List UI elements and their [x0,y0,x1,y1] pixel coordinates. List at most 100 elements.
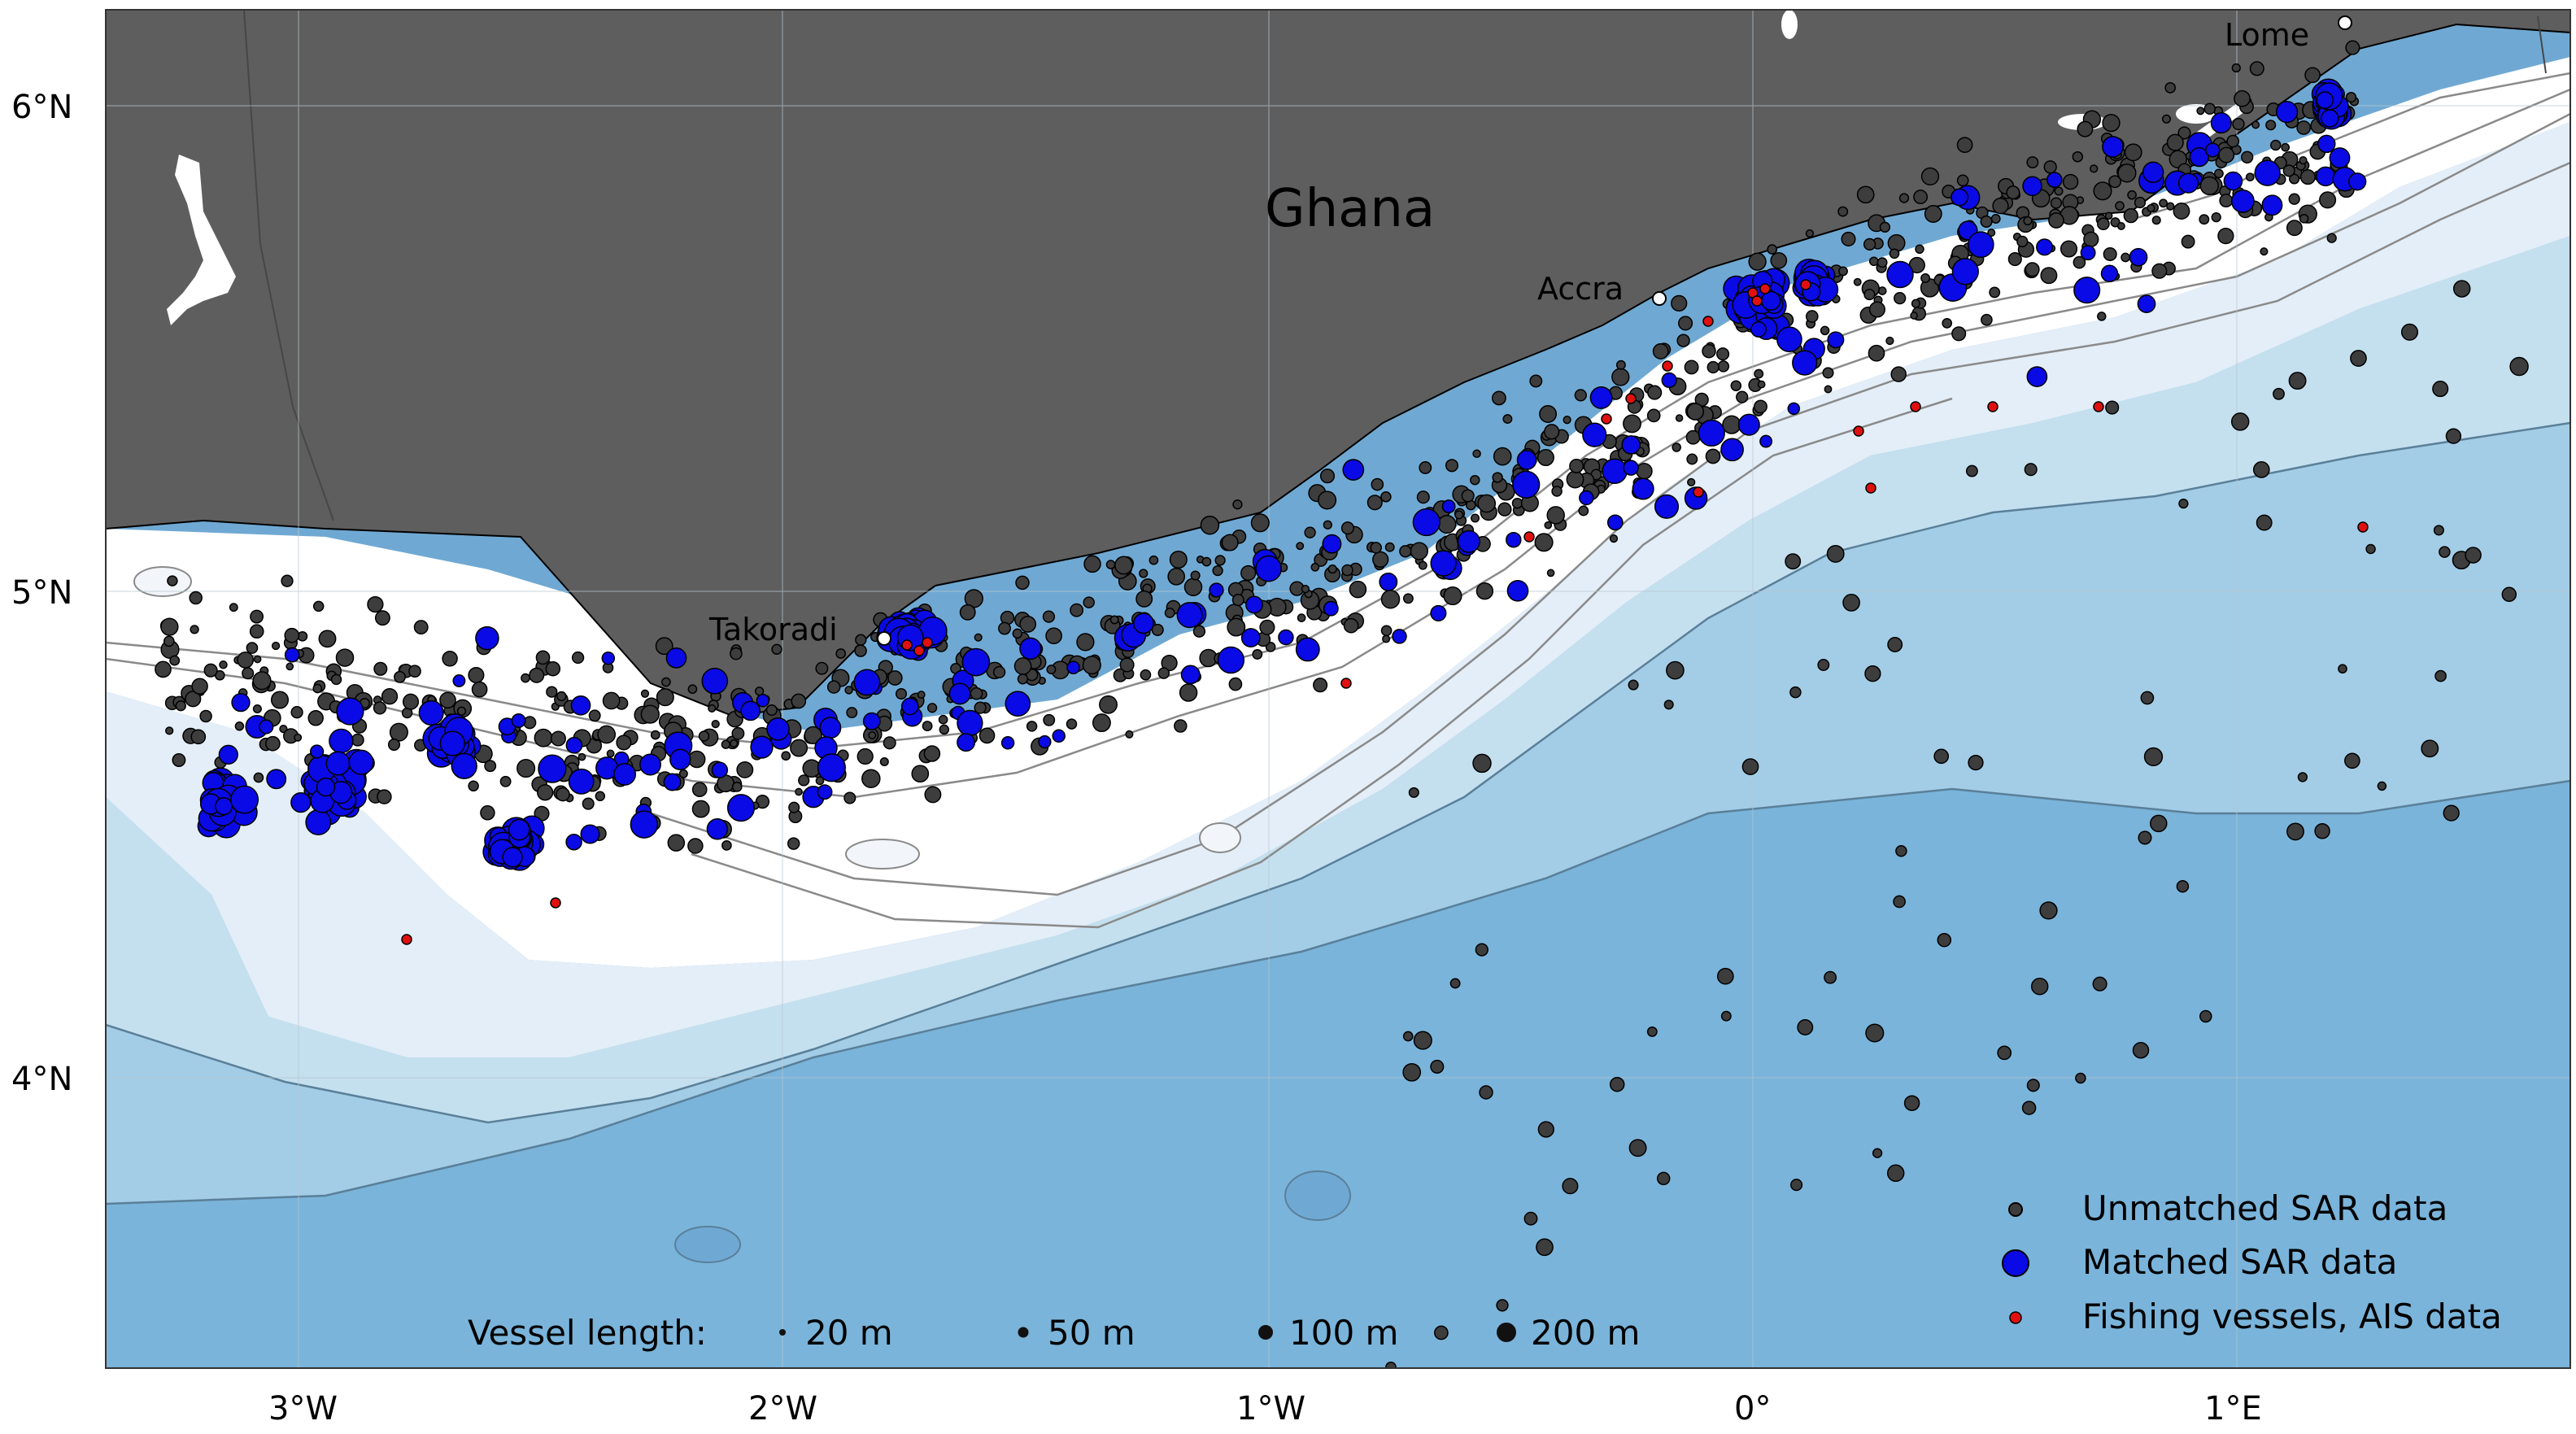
unmatched-detection [1402,593,1414,604]
unmatched-detection [285,662,294,671]
size-label-100m: 100 m [1289,1313,1398,1353]
unmatched-detection [1413,1031,1432,1050]
unmatched-detection [1898,193,1910,203]
matched-detection [1579,490,1594,506]
unmatched-detection [974,701,987,714]
matched-detection [1506,579,1529,602]
unmatched-detection [736,761,754,778]
unmatched-detection [1997,1045,2012,1061]
unmatched-detection [1824,970,1837,984]
unmatched-detection [1574,389,1587,402]
unmatched-detection [2345,91,2357,103]
unmatched-detection [861,769,881,788]
unmatched-detection [815,776,825,786]
matched-detection [2348,172,2367,191]
matched-detection [231,692,251,713]
unmatched-detection [1201,556,1212,567]
unmatched-detection [1475,943,1489,957]
matched-detection [2254,159,2281,186]
unmatched-detection [1730,380,1742,391]
unmatched-detection [1615,360,1626,370]
depth-boundaries [106,421,2570,1205]
unmatched-detection [1675,414,1684,422]
unmatched-detection [155,660,172,678]
matched-detection [2080,245,2096,261]
unmatched-detection [1408,787,1419,798]
unmatched-detection [2050,197,2063,209]
unmatched-detection [199,709,212,723]
unmatched-detection [1301,585,1310,594]
place-label-accra: Accra [1537,271,1624,307]
unmatched-detection [1705,448,1721,464]
unmatched-detection [1017,673,1029,685]
unmatched-detection [1341,564,1353,577]
matched-detection [1000,736,1015,750]
unmatched-detection [190,729,207,745]
unmatched-detection [2273,387,2285,400]
admin-borders [243,10,2547,521]
unmatched-detection [2059,240,2078,258]
matched-detection [511,713,526,728]
unmatched-detection [911,765,930,783]
unmatched-detection [1686,453,1698,465]
unmatched-detection [2077,120,2094,137]
unmatched-detection [160,617,179,636]
matched-detection [669,748,691,770]
unmatched-detection [1609,1076,1625,1092]
matched-detection [508,818,530,841]
unmatched-detection [1259,619,1275,635]
unmatched-detection [1296,542,1305,551]
unmatched-detection [556,787,570,802]
fishing-ais-vessel [1759,283,1771,294]
fishing-ais-vessel [2357,521,2369,533]
unmatched-detection [2286,822,2304,841]
unmatched-detection [1992,197,2009,215]
unmatched-detection [2288,193,2300,205]
unmatched-detection [2299,156,2308,165]
unmatched-detection [1676,333,1690,347]
unmatched-detection [1868,301,1885,318]
unmatched-detection [791,693,807,709]
unmatched-detection [284,627,300,643]
unmatched-detection [2025,262,2040,277]
unmatched-detection [1716,347,1730,361]
unmatched-detection [1013,657,1032,675]
unmatched-detection [1876,257,1888,268]
fishing-ais-vessel [1865,482,1876,494]
unmatched-detection [1864,665,1881,682]
unmatched-detection [2173,203,2190,220]
unmatched-detection [1566,470,1584,489]
unmatched-detection [2270,139,2282,151]
unmatched-detection [1757,380,1766,389]
unmatched-detection [1933,748,1950,765]
matched-detection [711,761,729,778]
unmatched-detection [1164,608,1175,618]
unmatched-detection [2344,752,2360,769]
unmatched-detection [545,660,561,677]
unmatched-detection [1099,695,1118,714]
unmatched-detection [2251,120,2260,129]
unmatched-detection [1663,700,1674,710]
matched-detection [2102,136,2124,158]
unmatched-detection [2166,133,2184,151]
shelf-contour-patch [133,566,192,597]
ocean-depth-2 [106,236,2570,1122]
unmatched-detection [2196,107,2205,116]
unmatched-detection [1227,617,1246,637]
unmatched-detection [165,726,174,735]
unmatched-detection [1887,637,1903,652]
unmatched-detection [2400,323,2419,341]
unmatched-detection [1399,545,1412,558]
matched-detection [1512,470,1541,499]
unmatched-detection [1879,221,1891,233]
matched-detection [639,753,661,776]
unmatched-detection [1824,385,1833,394]
matched-detection [2205,142,2221,158]
unmatched-detection [1523,1211,1538,1226]
unmatched-detection [1678,316,1693,331]
unmatched-detection [2040,267,2058,285]
shelf-contour-patch [845,839,920,870]
fishing-ais-vessel [1853,425,1864,437]
unmatched-detection [798,774,810,787]
matched-detection [1005,691,1031,717]
